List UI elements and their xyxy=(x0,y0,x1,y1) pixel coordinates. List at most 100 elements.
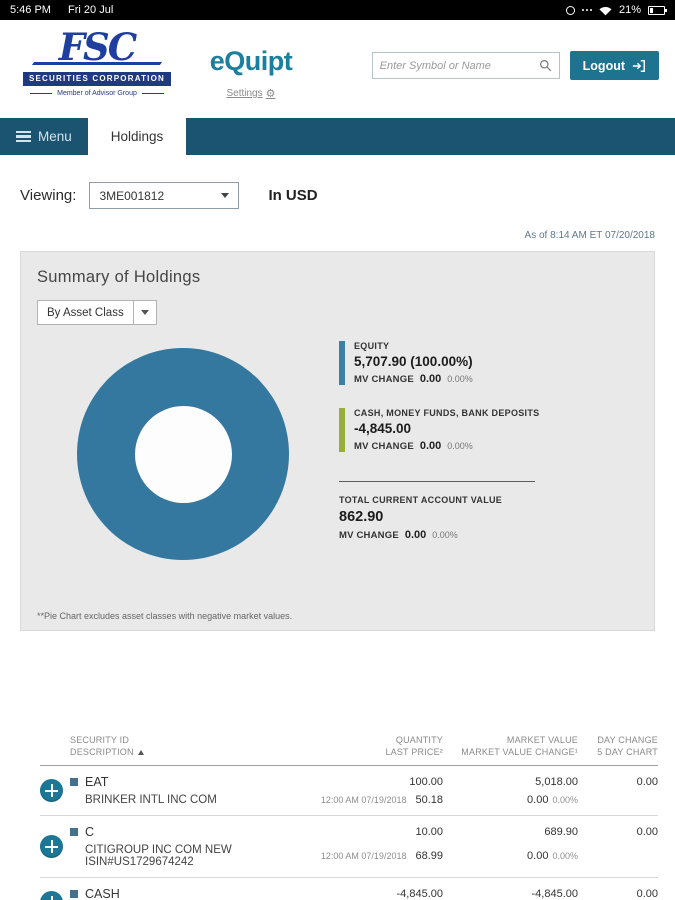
header-quantity: QUANTITY LAST PRICE² xyxy=(385,735,443,757)
tagline-rule-left xyxy=(30,93,53,94)
market-value-change: 0.00 xyxy=(527,794,549,806)
search-icon[interactable] xyxy=(539,59,552,72)
security-symbol-cell: C xyxy=(70,825,318,839)
quantity-value: 10.00 xyxy=(415,826,443,838)
market-value-change-cell: 0.00 0.00% xyxy=(443,850,578,862)
gear-icon: ⚙ xyxy=(265,88,276,100)
quantity-value: 100.00 xyxy=(409,776,443,788)
market-value: -4,845.00 xyxy=(531,888,578,900)
market-value: 689.90 xyxy=(544,826,578,838)
security-bullet-icon xyxy=(70,778,78,786)
security-symbol: C xyxy=(85,825,95,839)
tab-holdings[interactable]: Holdings xyxy=(87,118,187,155)
last-price-time: 12:00 AM 07/19/2018 xyxy=(320,795,407,805)
account-select-value: 3ME001812 xyxy=(99,188,165,203)
chart-legend: EQUITY 5,707.90 (100.00%) MV CHANGE 0.00… xyxy=(339,339,547,541)
table-header-row: SECURITY ID DESCRIPTION QUANTITY LAST PR… xyxy=(40,734,658,766)
day-change: 0.00 xyxy=(636,826,658,838)
table-row: EAT 100.00 5,018.00 0.00 BRINKER INTL IN… xyxy=(40,766,658,816)
header-spacer xyxy=(40,734,70,758)
day-change: 0.00 xyxy=(636,776,658,788)
viewing-row: Viewing: 3ME001812 In USD xyxy=(0,155,675,209)
status-icons: 21% xyxy=(565,4,667,16)
fsc-logo-tagline: Member of Advisor Group xyxy=(14,90,180,97)
search-input[interactable] xyxy=(379,59,539,72)
logout-button[interactable]: Logout xyxy=(569,51,659,80)
expand-row-button[interactable] xyxy=(40,835,63,858)
market-value: 5,018.00 xyxy=(535,776,578,788)
status-left: 5:46 PM Fri 20 Jul xyxy=(10,4,127,16)
header-actions: Logout xyxy=(371,51,659,80)
security-bullet-icon xyxy=(70,828,78,836)
security-symbol-cell: EAT xyxy=(70,775,318,789)
asset-class-dropdown[interactable]: By Asset Class xyxy=(37,300,157,325)
wifi-icon xyxy=(599,6,612,15)
mv-change-row: MV CHANGE 0.00 0.00% xyxy=(354,440,473,452)
chevron-down-icon xyxy=(140,310,149,315)
donut-hole xyxy=(134,405,232,503)
market-value-change-pct: 0.00% xyxy=(552,795,578,805)
logout-icon xyxy=(632,59,645,72)
total-account-value-block: TOTAL CURRENT ACCOUNT VALUE 862.90 MV CH… xyxy=(339,481,535,541)
equipt-logo-block: eQuipt Settings ⚙ xyxy=(196,46,306,101)
battery-percent: 21% xyxy=(618,4,641,16)
as-of-timestamp: As of 8:14 AM ET 07/20/2018 xyxy=(524,230,655,241)
battery-icon xyxy=(648,5,667,15)
day-change: 0.00 xyxy=(636,888,658,900)
app-header: FSC SECURITIES CORPORATION Member of Adv… xyxy=(0,20,675,118)
market-value-change: 0.00 xyxy=(527,850,549,862)
settings-link[interactable]: Settings ⚙ xyxy=(226,88,276,100)
clock-date: Fri 20 Jul xyxy=(68,4,114,16)
market-value-change-pct: 0.00% xyxy=(552,851,578,861)
viewing-label: Viewing: xyxy=(20,187,77,204)
mv-change-row: MV CHANGE 0.00 0.00% xyxy=(339,529,458,541)
last-price: 68.99 xyxy=(415,850,443,862)
sort-ascending-icon xyxy=(137,750,144,755)
security-symbol: EAT xyxy=(85,775,109,789)
security-bullet-icon xyxy=(70,890,78,898)
chevron-down-icon xyxy=(221,193,230,198)
currency-label: In USD xyxy=(268,187,318,204)
equipt-logo: eQuipt xyxy=(209,46,293,76)
notification-icon xyxy=(565,5,575,15)
hamburger-icon xyxy=(16,130,31,143)
fsc-logo-subtitle: SECURITIES CORPORATION xyxy=(22,71,172,86)
pie-chart-footnote: **Pie Chart excludes asset classes with … xyxy=(37,611,293,621)
legend-item-cash: CASH, MONEY FUNDS, BANK DEPOSITS -4,845.… xyxy=(339,408,547,452)
header-market-value: MARKET VALUE MARKET VALUE CHANGE¹ xyxy=(461,735,578,757)
dropdown-caret-button[interactable] xyxy=(132,301,156,324)
clock-time: 5:46 PM xyxy=(10,4,51,16)
last-price-cell: 12:00 AM 07/19/2018 68.99 xyxy=(318,850,443,862)
expand-cell xyxy=(40,835,70,858)
main-nav: Menu Holdings xyxy=(0,118,675,155)
expand-row-button[interactable] xyxy=(40,779,63,802)
fsc-logo: FSC SECURITIES CORPORATION Member of Adv… xyxy=(14,28,180,97)
status-bar: 5:46 PM Fri 20 Jul 21% xyxy=(0,0,675,20)
account-select[interactable]: 3ME001812 xyxy=(89,182,240,209)
fsc-logo-text: FSC xyxy=(58,25,137,69)
quantity-value: -4,845.00 xyxy=(396,888,443,900)
header-day-change: DAY CHANGE 5 DAY CHART xyxy=(597,735,658,757)
last-price-time: 12:00 AM 07/19/2018 xyxy=(320,851,407,861)
summary-of-holdings-card: Summary of Holdings By Asset Class EQUIT… xyxy=(20,251,655,631)
header-security[interactable]: SECURITY ID DESCRIPTION xyxy=(70,734,318,758)
legend-item-equity: EQUITY 5,707.90 (100.00%) MV CHANGE 0.00… xyxy=(339,341,547,385)
security-description: BRINKER INTL INC COM xyxy=(85,794,217,806)
security-symbol: CASH xyxy=(85,887,120,900)
security-symbol-cell: CASH xyxy=(70,887,318,900)
symbol-search-box xyxy=(371,52,560,79)
expand-row-button[interactable] xyxy=(40,891,63,900)
expand-cell xyxy=(40,891,70,900)
last-price-cell: 12:00 AM 07/19/2018 50.18 xyxy=(318,794,443,806)
table-row: C 10.00 689.90 0.00 CITIGROUP INC COM NE… xyxy=(40,816,658,878)
market-value-change-cell: 0.00 0.00% xyxy=(443,794,578,806)
chart-row: EQUITY 5,707.90 (100.00%) MV CHANGE 0.00… xyxy=(37,339,638,560)
fsc-logo-swoosh xyxy=(31,62,163,65)
donut-chart xyxy=(77,348,289,560)
mv-change-row: MV CHANGE 0.00 0.00% xyxy=(354,373,473,385)
security-description: CITIGROUP INC COM NEW ISIN#US1729674242 xyxy=(85,844,232,868)
menu-button[interactable]: Menu xyxy=(0,118,88,155)
tagline-rule-right xyxy=(141,93,164,94)
table-row: CASH -4,845.00 -4,845.00 0.00 xyxy=(40,878,658,900)
